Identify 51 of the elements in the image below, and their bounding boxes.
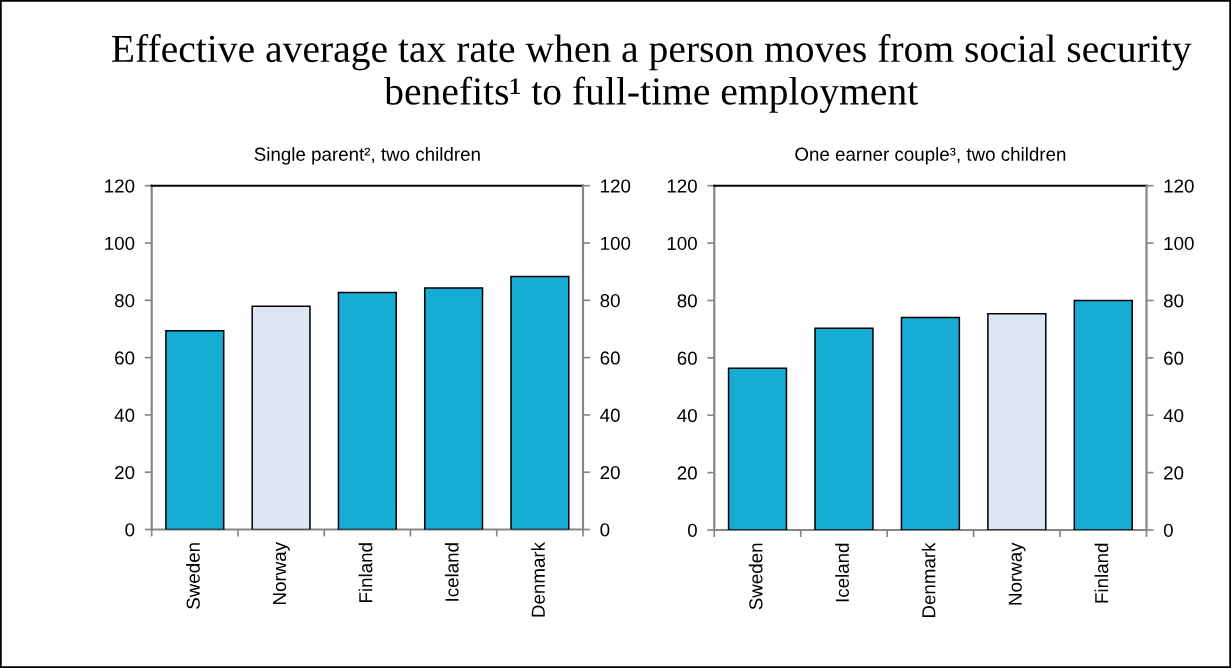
- bar: [510, 275, 570, 530]
- y2-tick-label: 60: [115, 351, 135, 365]
- y-tick-label: 20: [1164, 466, 1184, 480]
- x-tick-label: Sweden: [186, 543, 200, 609]
- y-tick-label: 100: [1164, 236, 1194, 251]
- y-tick-label: 80: [1163, 294, 1184, 308]
- y2-tick-label: 0: [600, 523, 610, 537]
- y2-tick-label: 20: [115, 465, 135, 480]
- y2-tick-label: 100: [601, 236, 631, 250]
- bar: [814, 327, 874, 530]
- bar: [727, 367, 788, 530]
- y-tick-label: 60: [677, 351, 697, 365]
- x-tick-label: Denmark: [531, 541, 545, 617]
- y2-tick-label: 120: [601, 179, 631, 193]
- y2-tick-label: 0: [125, 523, 135, 537]
- x-tick-label: Sweden: [748, 543, 763, 610]
- bar: [1073, 299, 1134, 530]
- y2-tick-label: 60: [600, 351, 620, 365]
- x-tick-label: Norway: [1008, 542, 1026, 605]
- y2-tick-label: 120: [105, 179, 135, 193]
- y-tick-label: 40: [677, 408, 697, 423]
- y-tick-label: 60: [1164, 351, 1184, 365]
- x-tick-label: Iceland: [444, 543, 459, 601]
- y2-tick-label: 40: [600, 408, 620, 422]
- text: Effective average tax rate when a person moves from social security benefits¹ to full-time employment: [111, 34, 1192, 113]
- y-tick-label: 80: [677, 294, 697, 308]
- x-tick-label: Norway: [273, 542, 290, 605]
- y-tick-label: 0: [687, 523, 697, 537]
- y-tick-label: 120: [1164, 179, 1194, 193]
- x-tick-label: Finland: [1094, 543, 1109, 603]
- y-tick-label: 120: [667, 179, 697, 193]
- y-tick-label: 40: [1163, 408, 1184, 423]
- bar: [423, 287, 484, 530]
- y-tick-label: 100: [667, 236, 697, 251]
- bar: [337, 291, 398, 530]
- x-tick-label: Denmark: [921, 542, 936, 618]
- y2-tick-label: 80: [114, 294, 135, 308]
- chart-title: One earner couple³, two children: [795, 147, 1066, 165]
- x-tick-label: Finland: [358, 543, 373, 602]
- y-tick-label: 20: [677, 466, 697, 480]
- chart-title: Single parent², two children: [254, 147, 480, 165]
- y2-tick-label: 80: [600, 294, 620, 308]
- y2-tick-label: 20: [600, 465, 620, 480]
- y2-tick-label: 100: [105, 236, 135, 250]
- x-tick-label: Iceland: [835, 543, 849, 602]
- bar: [900, 316, 961, 530]
- y2-tick-label: 40: [114, 408, 135, 422]
- y-tick-label: 0: [1163, 523, 1173, 537]
- bar: [251, 305, 311, 530]
- bar: [987, 312, 1047, 530]
- bar: [165, 329, 225, 530]
